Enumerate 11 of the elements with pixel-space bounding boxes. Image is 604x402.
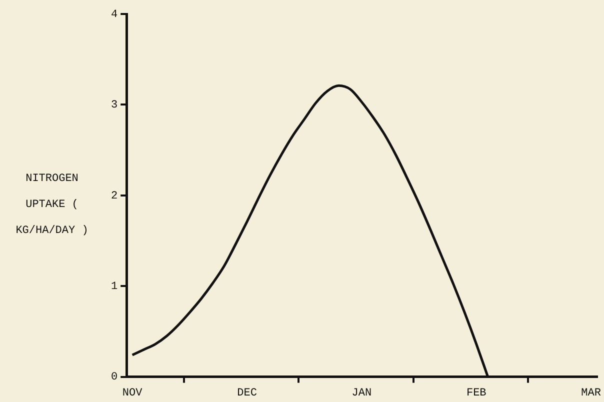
- x-tick-label: NOV: [122, 387, 143, 400]
- x-tick-label: JAN: [352, 387, 372, 400]
- y-tick-label: 4: [110, 8, 118, 21]
- text: NITROGEN UPTAKE ( KG/HA/DAY ): [16, 173, 88, 237]
- x-tick-label: MAR: [581, 387, 602, 400]
- y-tick-label: 2: [110, 190, 118, 202]
- y-tick-label: 1: [110, 281, 118, 294]
- y-tick-label: 0: [110, 372, 118, 384]
- x-tick-label: DEC: [237, 387, 258, 400]
- x-tick-label: FEB: [466, 387, 487, 400]
- y-tick-label: 3: [110, 100, 118, 112]
